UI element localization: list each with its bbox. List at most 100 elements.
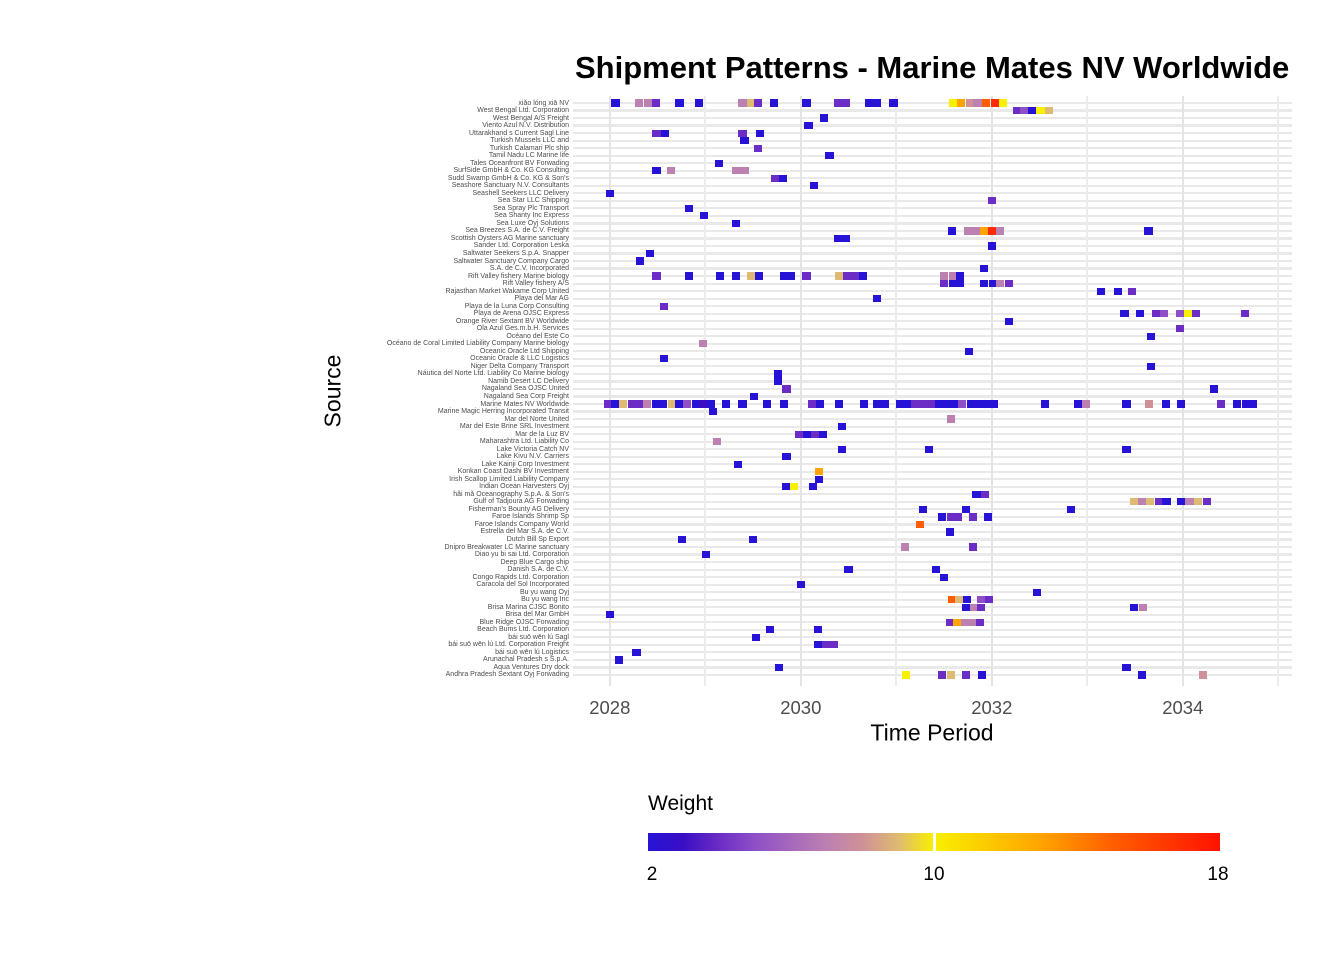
y-tick-label: Seashell Seekers LLC Delivery [472, 189, 570, 197]
x-tick-label: 2030 [780, 697, 822, 718]
heatmap-tile [926, 400, 935, 408]
heatmap-tile [782, 483, 791, 491]
heatmap-tile [814, 468, 824, 476]
heatmap-tile [981, 99, 991, 107]
y-tick-label: Scottish Oysters AG Marine sanctuary [450, 234, 569, 242]
row-gridline [573, 177, 1292, 180]
heatmap-tile [946, 671, 955, 679]
heatmap-tile [1036, 106, 1045, 115]
heatmap-tile [813, 641, 823, 649]
heatmap-tile [667, 400, 676, 408]
heatmap-tile [731, 167, 740, 175]
heatmap-tile [605, 611, 614, 619]
heatmap-tile [1027, 106, 1036, 115]
y-tick-label: Sander Ltd. Corporation Leska [473, 242, 569, 250]
row-gridline [573, 530, 1292, 534]
heatmap-tile [1096, 287, 1105, 295]
heatmap-tile [1240, 310, 1249, 318]
heatmap-tile [738, 400, 747, 408]
heatmap-tile [635, 99, 644, 107]
row-gridline [573, 538, 1292, 541]
heatmap-tile [782, 453, 791, 461]
row-gridline [573, 372, 1292, 376]
row-gridline [573, 101, 1292, 105]
heatmap-tile [738, 99, 747, 107]
heatmap-tile [900, 543, 909, 551]
heatmap-tile [968, 513, 977, 521]
heatmap-tile [675, 99, 684, 107]
heatmap-tile [976, 618, 985, 626]
heatmap-tile [983, 513, 993, 521]
row-gridline [573, 297, 1292, 300]
row-gridline [573, 207, 1292, 210]
heatmap-tile [708, 407, 718, 416]
y-tick-label: Playa de Arena OJSC Express [473, 310, 569, 318]
y-tick-label: Náutica del Norte Ltd. Liability Co Mari… [417, 370, 569, 378]
heatmap-tile [903, 400, 912, 408]
heatmap-tile [1012, 106, 1021, 115]
heatmap-tile [988, 280, 997, 288]
row-gridline [573, 545, 1292, 549]
y-tick-label: bái suō wēn lú Ltd. Corporation Freight [448, 641, 569, 649]
heatmap-tile [957, 99, 966, 107]
row-gridline [573, 515, 1292, 519]
heatmap-tile [961, 603, 971, 611]
row-gridline [573, 312, 1292, 315]
heatmap-tile [1161, 400, 1170, 408]
heatmap-tile [873, 400, 882, 408]
row-gridline [573, 470, 1292, 473]
heatmap-tile [1192, 310, 1201, 318]
heatmap-tile [962, 596, 972, 604]
heatmap-tile [790, 483, 799, 491]
heatmap-tile [1210, 385, 1219, 393]
row-gridline [573, 327, 1292, 330]
heatmap-tile [1135, 310, 1144, 318]
heatmap-tile [865, 99, 874, 107]
y-tick-label: Nagaland Sea OJSC United [481, 385, 569, 393]
heatmap-tile [942, 400, 951, 408]
heatmap-tile [819, 114, 828, 122]
heatmap-tile [740, 167, 749, 175]
heatmap-tile [1147, 362, 1156, 370]
heatmap-tile [699, 400, 708, 408]
y-tick-label: Nagaland Sea Corp Freight [483, 393, 569, 400]
major-year-gridline [608, 96, 611, 686]
heatmap-tile [1175, 310, 1185, 318]
heatmap-tile [684, 204, 694, 212]
heatmap-tile [773, 370, 782, 378]
row-gridline [573, 478, 1292, 481]
y-tick-label: Brisa del Mar GmbH [505, 611, 569, 619]
y-tick-label: S.A. de C.V. Incorporated [489, 265, 569, 273]
heatmap-tile [1159, 310, 1168, 318]
heatmap-tile [1193, 498, 1203, 506]
y-tick-label: Marine Magic Herring Incorporated Transi… [437, 408, 569, 416]
legend-mid-label: 10 [923, 864, 945, 885]
heatmap-tile [645, 249, 654, 258]
heatmap-tile [749, 392, 759, 401]
row-gridline [573, 116, 1292, 120]
heatmap-tile [782, 385, 791, 393]
heatmap-tile [683, 400, 692, 408]
heatmap-tile [751, 633, 760, 641]
y-tick-label: Mar de la Luz BV [515, 430, 569, 438]
heatmap-tile [932, 566, 941, 574]
heatmap-tile [611, 99, 620, 107]
y-tick-label: Saltwater Seekers S.p.A. Snapper [462, 250, 569, 258]
heatmap-tile [958, 400, 967, 408]
heatmap-tile [973, 99, 982, 107]
heatmap-tile [822, 641, 831, 649]
heatmap-tile [948, 272, 957, 280]
heatmap-tile [972, 227, 981, 235]
row-gridline [573, 606, 1292, 609]
y-tick-label: Congo Rapids Ltd. Corporation [472, 573, 569, 581]
y-tick-label: Beach Bums Ltd. Corporation [477, 626, 569, 634]
y-tick-label: Caracola del Sol Incorporated [476, 581, 569, 589]
y-tick-label: SurfSide GmbH & Co. KG Consulting [453, 167, 569, 175]
row-gridline [573, 290, 1292, 293]
row-gridline [573, 395, 1292, 398]
row-gridline [573, 237, 1292, 240]
heatmap-tile [603, 400, 612, 408]
row-gridline [573, 440, 1292, 443]
row-gridline [573, 184, 1292, 187]
row-gridline [573, 199, 1292, 202]
